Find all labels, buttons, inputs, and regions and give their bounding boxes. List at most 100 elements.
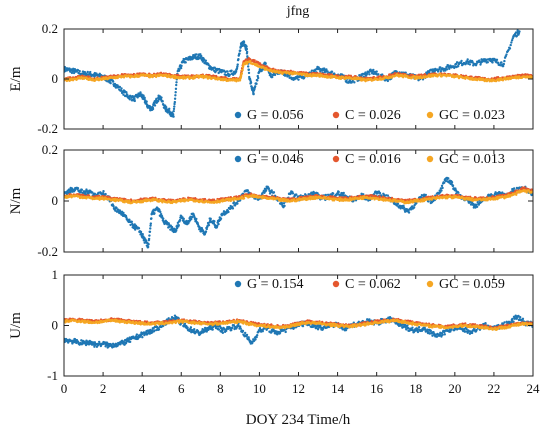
point-G	[109, 81, 112, 85]
point-G	[156, 99, 160, 103]
point-C	[523, 186, 526, 189]
point-G	[249, 81, 253, 84]
point-GC	[171, 74, 175, 77]
legend-label-GC: GC = 0.013	[439, 152, 505, 167]
point-G	[133, 99, 136, 103]
point-G	[372, 68, 375, 72]
point-G	[503, 59, 506, 63]
point-G	[153, 102, 156, 105]
legend-marker-GC	[426, 111, 434, 119]
point-G	[174, 91, 177, 94]
point-G	[486, 61, 489, 64]
point-G	[222, 210, 226, 213]
point-G	[451, 184, 455, 187]
point-G	[139, 230, 143, 234]
point-G	[427, 200, 430, 203]
point-G	[111, 80, 115, 83]
point-G	[135, 333, 139, 336]
legend-marker-GC	[426, 155, 434, 163]
point-G	[141, 335, 144, 339]
point-G	[147, 243, 150, 246]
point-G	[172, 107, 176, 111]
point-G	[440, 184, 444, 188]
point-GC	[339, 77, 343, 80]
point-G	[378, 191, 382, 195]
point-G	[119, 343, 122, 346]
point-G	[204, 59, 208, 62]
point-G	[439, 70, 443, 73]
y-tick-label: 0	[52, 71, 59, 86]
point-G	[264, 189, 268, 192]
point-G	[494, 191, 497, 194]
point-G	[459, 61, 463, 65]
point-G	[479, 63, 482, 66]
point-G	[174, 94, 177, 97]
point-GC	[202, 76, 205, 80]
point-G	[146, 245, 150, 249]
point-G	[296, 195, 300, 198]
point-G	[145, 100, 148, 103]
point-G	[149, 224, 152, 227]
point-G	[381, 73, 384, 76]
point-G	[445, 65, 448, 69]
point-G	[330, 70, 334, 73]
point-G	[407, 211, 411, 214]
chart-title: jfng	[286, 4, 310, 19]
point-G	[476, 200, 479, 204]
point-G	[501, 64, 505, 68]
point-G	[126, 93, 129, 96]
point-GC	[242, 64, 245, 68]
point-G	[76, 340, 80, 343]
point-G	[170, 225, 174, 229]
point-G	[310, 69, 314, 72]
point-G	[283, 204, 286, 208]
point-G	[365, 72, 369, 75]
point-G	[177, 224, 180, 227]
point-GC	[309, 73, 312, 76]
point-G	[512, 187, 516, 190]
point-GC	[183, 200, 186, 203]
point-G	[508, 47, 512, 50]
point-G	[86, 70, 89, 74]
point-G	[178, 218, 182, 222]
point-G	[245, 50, 249, 54]
point-G	[246, 65, 250, 68]
point-G	[256, 76, 260, 80]
point-G	[122, 93, 125, 96]
point-G	[178, 68, 181, 71]
point-G	[505, 53, 508, 56]
point-GC	[128, 199, 131, 203]
point-G	[396, 202, 400, 206]
point-G	[89, 70, 92, 74]
point-G	[155, 97, 158, 100]
point-G	[264, 62, 267, 65]
point-G	[256, 74, 259, 78]
legend-label-G: G = 0.046	[247, 152, 304, 167]
point-G	[219, 217, 223, 220]
point-C	[203, 197, 207, 201]
point-G	[161, 100, 164, 103]
point-G	[375, 70, 378, 73]
point-G	[130, 220, 134, 224]
point-G	[149, 227, 152, 230]
point-G	[125, 91, 128, 94]
point-G	[73, 189, 77, 192]
point-G	[324, 193, 328, 197]
point-G	[271, 75, 274, 79]
point-C	[290, 197, 293, 200]
point-G	[190, 215, 194, 219]
point-G	[255, 82, 258, 86]
point-G	[112, 205, 115, 208]
point-G	[231, 207, 235, 210]
point-GC	[529, 75, 532, 78]
point-G	[137, 227, 141, 230]
point-G	[460, 59, 463, 63]
point-GC	[241, 68, 244, 72]
point-G	[241, 44, 244, 48]
point-G	[173, 102, 176, 106]
point-GC	[232, 199, 235, 202]
point-G	[402, 206, 406, 209]
point-G	[367, 70, 371, 74]
point-G	[454, 62, 458, 66]
